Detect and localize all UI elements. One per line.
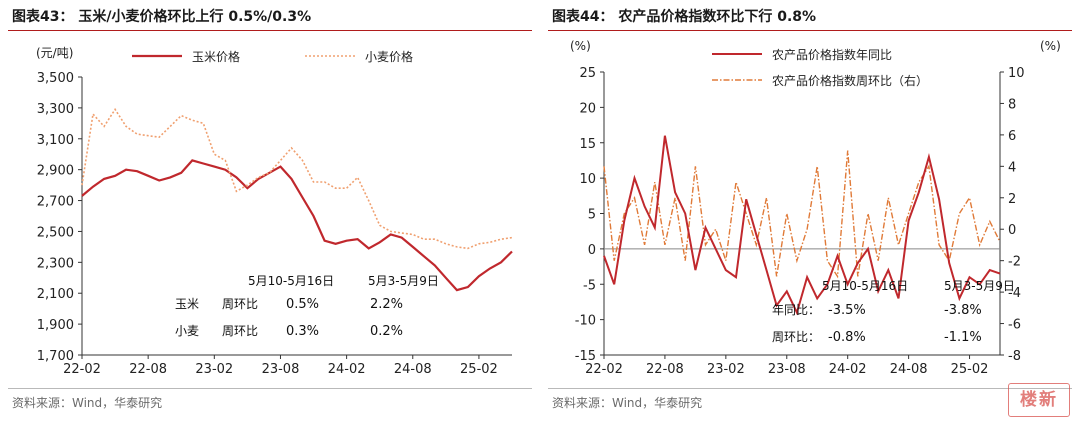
- series-line-corn: [81, 159, 513, 292]
- y-tick-label-right: 4: [1008, 160, 1016, 175]
- table-value: 2.2%: [370, 297, 403, 312]
- series-line-yoy: [603, 135, 1001, 316]
- table-value: 0.5%: [286, 297, 319, 312]
- series-line-wheat: [81, 107, 513, 250]
- y-tick-label-right: 6: [1008, 129, 1016, 144]
- y-tick-label: 3,100: [37, 133, 74, 148]
- footer-divider: [548, 388, 1072, 389]
- y-tick-label: 3,500: [37, 71, 74, 86]
- y-tick-label-right: 10: [1008, 66, 1025, 81]
- y-tick-label: 2,100: [37, 287, 74, 302]
- panel-corn-wheat: 图表43： 玉米/小麦价格环比上行 0.5%/0.3% (元/吨) 1,700 1,…: [8, 9, 532, 410]
- x-tick-label: 25-02: [951, 362, 989, 377]
- y-axis-unit: (元/吨): [36, 46, 73, 60]
- y-tick-label-left: 20: [579, 101, 596, 116]
- chart-corn-wheat-price: (元/吨) 1,700 1,900 2,100 2,300 2,500 2,700 2,900…: [36, 46, 513, 377]
- y-tick-label: 3,300: [37, 102, 74, 117]
- legend-label-weekly: 农产品价格指数周环比（右）: [772, 73, 928, 88]
- y-tick-label-right: 0: [1008, 223, 1016, 238]
- table-row-metric: 年同比：: [772, 303, 820, 317]
- series-line-weekly-change: [603, 150, 1001, 279]
- left-axis-unit: (%): [570, 39, 591, 53]
- legend-label-corn: 玉米价格: [192, 49, 240, 64]
- x-tick-label: 24-02: [328, 362, 366, 377]
- x-tick-label: 22-08: [129, 362, 167, 377]
- panel-agri-index: 图表44： 农产品价格指数环比下行 0.8% (%) (%) -15 -10 -5 0 5 1…: [540, 0, 1080, 421]
- table-row-name: 玉米: [175, 297, 199, 311]
- x-tick-label: 25-02: [460, 362, 498, 377]
- y-tick-label: 2,700: [37, 195, 74, 210]
- x-tick-label: 22-02: [585, 362, 623, 377]
- x-tick-label: 23-08: [262, 362, 300, 377]
- table-row-metric: 周环比：: [772, 330, 820, 344]
- y-tick-label-right: 2: [1008, 192, 1016, 207]
- table-value: -3.5%: [828, 303, 866, 318]
- x-tick-label: 24-08: [890, 362, 928, 377]
- y-tick-label-left: 5: [588, 208, 596, 223]
- y-tick-label-left: 25: [579, 66, 596, 81]
- table-row-metric: 周环比: [222, 324, 258, 338]
- y-tick-label-right: -2: [1008, 255, 1021, 270]
- table-col2-header: 5月3-5月9日: [944, 279, 1015, 293]
- y-tick-label-right: -4: [1008, 286, 1021, 301]
- y-tick-label-left: -10: [575, 314, 596, 329]
- y-tick-label-left: -5: [583, 278, 596, 293]
- table-col1-header: 5月10-5月16日: [248, 274, 334, 288]
- y-tick-label: 2,900: [37, 164, 74, 179]
- y-tick-label-left: 10: [579, 172, 596, 187]
- table-col1-header: 5月10-5月16日: [822, 279, 908, 293]
- x-tick-label: 22-08: [646, 362, 684, 377]
- title-divider: [548, 30, 1072, 31]
- y-tick-label: 2,300: [37, 256, 74, 271]
- source-note: 资料来源：Wind，华泰研究: [552, 396, 703, 410]
- figure-title: 图表44： 农产品价格指数环比下行 0.8%: [552, 9, 817, 25]
- y-tick-label: 1,900: [37, 318, 74, 333]
- title-divider: [8, 30, 532, 31]
- y-tick-label-left: 0: [588, 243, 596, 258]
- chart-agri-price-index: (%) (%) -15 -10 -5 0 5 10 15 20 25 -8 -6 -4 -2 0 2 4 6 8 10 2…: [570, 39, 1061, 377]
- table-col2-header: 5月3-5月9日: [368, 274, 439, 288]
- y-tick-label: 2,500: [37, 225, 74, 240]
- watermark-stamp: 楼新: [1008, 383, 1070, 417]
- y-tick-label-right: 8: [1008, 97, 1016, 112]
- x-tick-label: 23-02: [195, 362, 233, 377]
- table-row-name: 小麦: [175, 324, 199, 338]
- y-tick-label-right: -6: [1008, 318, 1021, 333]
- figure-title: 图表43： 玉米/小麦价格环比上行 0.5%/0.3%: [12, 9, 312, 25]
- x-tick-label: 24-08: [394, 362, 432, 377]
- y-tick-label-left: -15: [575, 349, 596, 364]
- y-tick-label-right: -8: [1008, 349, 1021, 364]
- table-value: 0.2%: [370, 324, 403, 339]
- source-note: 资料来源：Wind，华泰研究: [12, 396, 163, 410]
- legend-label-yoy: 农产品价格指数年同比: [772, 47, 892, 62]
- table-value: -0.8%: [828, 330, 866, 345]
- x-tick-label: 24-02: [829, 362, 867, 377]
- x-tick-label: 23-02: [707, 362, 745, 377]
- right-axis-unit: (%): [1040, 39, 1061, 53]
- footer-divider: [8, 388, 532, 389]
- table-value: 0.3%: [286, 324, 319, 339]
- table-row-metric: 周环比: [222, 297, 258, 311]
- x-tick-label: 23-08: [768, 362, 806, 377]
- table-value: -1.1%: [944, 330, 982, 345]
- y-tick-label-left: 15: [579, 137, 596, 152]
- legend-label-wheat: 小麦价格: [365, 49, 413, 64]
- table-value: -3.8%: [944, 303, 982, 318]
- y-tick-label: 1,700: [37, 349, 74, 364]
- x-tick-label: 22-02: [63, 362, 101, 377]
